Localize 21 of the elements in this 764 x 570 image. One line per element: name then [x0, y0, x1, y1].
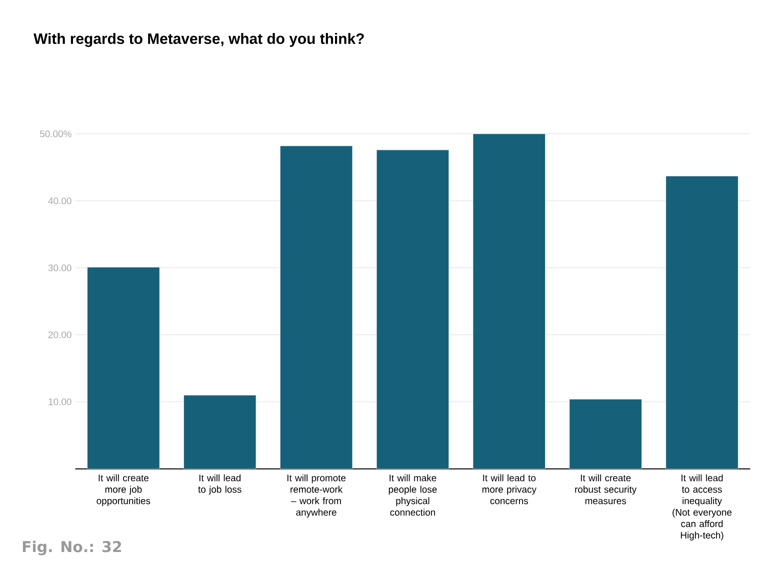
bar: [87, 266, 160, 469]
bar: [376, 150, 450, 469]
y-tick-label: 30.00: [48, 264, 72, 272]
y-tick-label: 10.00: [48, 398, 72, 406]
bar: [184, 394, 256, 469]
x-tick-label: It will lead to more privacy concerns: [482, 474, 536, 504]
x-tick-label: It will lead to job loss: [198, 474, 242, 495]
x-tick-label: It will lead to access inequality (Not everyone can afford High-tech): [672, 474, 732, 540]
bar: [666, 176, 738, 469]
bar: [280, 146, 353, 469]
x-tick-label: It will create robust security measures: [575, 474, 637, 504]
text: Fig. No.: 32: [22, 540, 122, 556]
x-tick-label: It will create more job opportunities: [96, 474, 150, 506]
y-tick-label: 20.00: [48, 331, 72, 338]
y-tick-label: 50.00%: [40, 130, 72, 138]
x-tick-label: It will promote remote-work – work from anywhere: [287, 474, 346, 518]
x-tick-label: It will make people lose physical connection: [388, 474, 437, 516]
bar: [472, 134, 546, 469]
bar: [569, 398, 642, 469]
chart-title: With regards to Metaverse, what do you think?: [34, 32, 364, 47]
y-tick-label: 40.00: [48, 197, 72, 204]
